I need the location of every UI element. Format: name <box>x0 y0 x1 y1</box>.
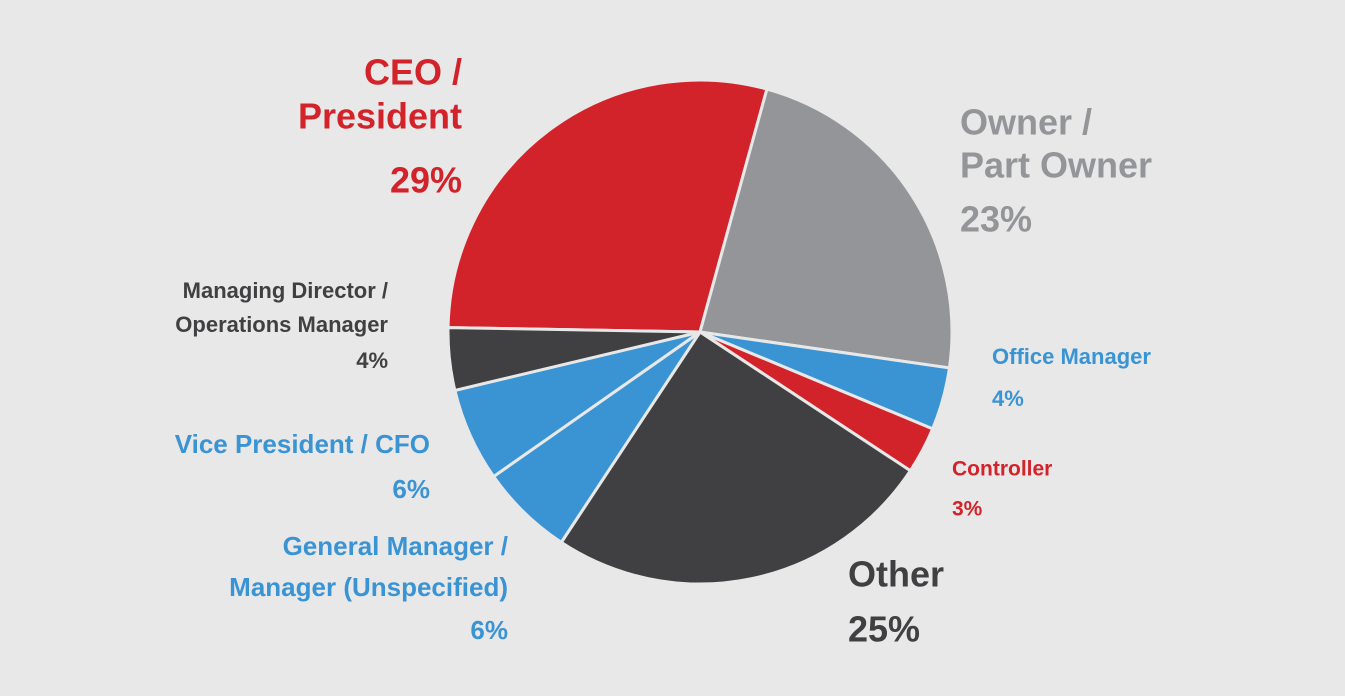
category-label: General Manager / <box>283 531 508 561</box>
slice-label: Controller 3% <box>952 458 1052 521</box>
slice-label: Other 25% <box>848 554 944 650</box>
category-label: Operations Manager <box>175 312 388 337</box>
value-label: 6% <box>470 615 508 645</box>
category-label: President <box>298 96 462 137</box>
value-label: 4% <box>992 386 1024 411</box>
pie-slice <box>559 330 912 586</box>
slice-label: CEO /President 29% <box>298 52 462 201</box>
category-label: Owner / <box>960 102 1092 143</box>
pie-slice <box>698 87 954 370</box>
pie-slice <box>446 326 702 392</box>
category-label: CEO / <box>364 52 462 93</box>
category-label: Manager (Unspecified) <box>229 572 508 602</box>
value-label: 25% <box>848 609 920 650</box>
slice-label: General Manager / Manager (Unspecified) 6% <box>229 531 508 645</box>
category-label: Vice President / CFO <box>175 429 430 459</box>
category-label: Other <box>848 554 944 595</box>
slice-label: Owner /Part Owner 23% <box>960 102 1152 240</box>
slice-label: Vice President / CFO 6% <box>175 429 430 504</box>
slice-label: Office Manager 4% <box>992 344 1151 411</box>
slice-label: Managing Director / Operations Manager 4% <box>175 278 388 373</box>
value-label: 3% <box>952 498 983 521</box>
pie-slice <box>446 78 769 334</box>
category-label: Managing Director / <box>183 278 388 303</box>
category-label: Office Manager <box>992 344 1151 369</box>
value-label: 23% <box>960 199 1032 240</box>
value-label: 29% <box>390 160 462 201</box>
category-label: Controller <box>952 458 1052 481</box>
category-label: Part Owner <box>960 145 1152 186</box>
value-label: 4% <box>356 348 388 373</box>
value-label: 6% <box>392 474 430 504</box>
